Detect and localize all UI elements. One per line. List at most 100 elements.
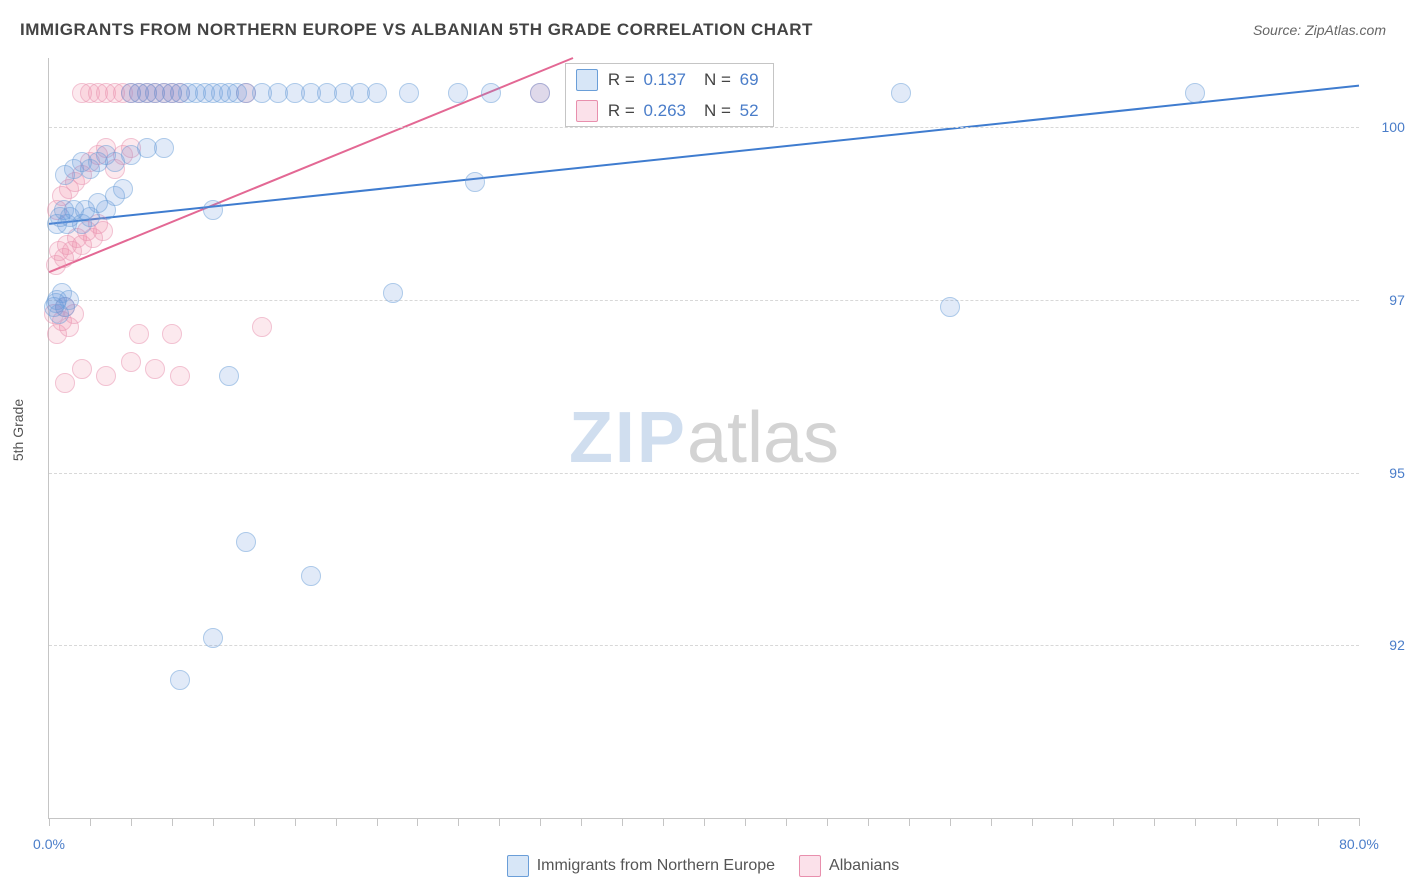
x-tick	[581, 818, 582, 826]
stat-swatch	[576, 69, 598, 91]
series-a-point	[481, 83, 501, 103]
x-tick	[786, 818, 787, 826]
series-b-point	[129, 324, 149, 344]
y-tick-label: 95.0%	[1369, 465, 1406, 481]
x-tick	[254, 818, 255, 826]
x-tick	[1236, 818, 1237, 826]
x-tick	[991, 818, 992, 826]
source-label: Source: ZipAtlas.com	[1253, 22, 1386, 38]
x-tick	[458, 818, 459, 826]
chart-header: IMMIGRANTS FROM NORTHERN EUROPE VS ALBAN…	[20, 20, 1386, 40]
series-b-point	[162, 324, 182, 344]
series-a-point	[1185, 83, 1205, 103]
series-a-point	[236, 532, 256, 552]
grid-line	[49, 645, 1359, 646]
grid-line	[49, 300, 1359, 301]
series-a-point	[465, 172, 485, 192]
series-b-point	[252, 317, 272, 337]
series-a-point	[301, 566, 321, 586]
y-tick-label: 100.0%	[1369, 119, 1406, 135]
watermark-atlas: atlas	[687, 398, 839, 478]
series-a-point	[891, 83, 911, 103]
stat-row: R = 0.137 N = 69	[566, 64, 773, 95]
x-tick	[131, 818, 132, 826]
x-tick	[704, 818, 705, 826]
x-tick	[1113, 818, 1114, 826]
stat-n-value: 52	[740, 97, 759, 124]
x-tick	[499, 818, 500, 826]
x-tick	[213, 818, 214, 826]
series-a-point	[203, 200, 223, 220]
x-tick	[663, 818, 664, 826]
legend-swatch	[799, 855, 821, 877]
x-tick	[1195, 818, 1196, 826]
grid-line	[49, 473, 1359, 474]
stat-r-label: R =	[608, 66, 640, 93]
x-tick	[622, 818, 623, 826]
legend-label: Immigrants from Northern Europe	[537, 857, 775, 875]
x-tick	[1318, 818, 1319, 826]
y-tick-label: 92.5%	[1369, 637, 1406, 653]
y-axis-label: 5th Grade	[10, 399, 26, 461]
x-tick	[295, 818, 296, 826]
series-a-point	[383, 283, 403, 303]
stat-r-value: 0.137	[643, 66, 686, 93]
x-tick	[90, 818, 91, 826]
stat-n-label: N =	[704, 97, 736, 124]
series-a-point	[203, 628, 223, 648]
x-tick	[1072, 818, 1073, 826]
series-b-point	[170, 366, 190, 386]
legend-label: Albanians	[829, 857, 899, 875]
stat-n-label: N =	[704, 66, 736, 93]
x-tick	[950, 818, 951, 826]
plot-area: ZIPatlas R = 0.137N = 69R = 0.263N = 52 …	[48, 58, 1359, 819]
series-b-point	[121, 352, 141, 372]
x-tick	[909, 818, 910, 826]
series-a-point	[170, 670, 190, 690]
x-tick-label: 80.0%	[1339, 836, 1379, 852]
x-tick	[1032, 818, 1033, 826]
chart-title: IMMIGRANTS FROM NORTHERN EUROPE VS ALBAN…	[20, 20, 813, 40]
grid-line	[49, 127, 1359, 128]
x-tick	[172, 818, 173, 826]
x-tick	[336, 818, 337, 826]
series-a-point	[940, 297, 960, 317]
watermark: ZIPatlas	[569, 397, 839, 479]
x-tick	[745, 818, 746, 826]
legend-swatch	[507, 855, 529, 877]
x-tick	[868, 818, 869, 826]
x-tick	[1359, 818, 1360, 826]
series-a-point	[113, 179, 133, 199]
stat-swatch	[576, 100, 598, 122]
series-a-point	[219, 366, 239, 386]
x-tick	[1277, 818, 1278, 826]
x-tick	[827, 818, 828, 826]
y-tick-label: 97.5%	[1369, 292, 1406, 308]
watermark-zip: ZIP	[569, 398, 687, 478]
x-tick	[540, 818, 541, 826]
series-a-point	[530, 83, 550, 103]
x-tick	[417, 818, 418, 826]
series-a-point	[154, 138, 174, 158]
stat-r-value: 0.263	[643, 97, 686, 124]
legend: Immigrants from Northern Europe Albanians	[0, 855, 1406, 882]
series-a-point	[59, 290, 79, 310]
stat-row: R = 0.263 N = 52	[566, 95, 773, 126]
x-tick	[377, 818, 378, 826]
stat-r-label: R =	[608, 97, 640, 124]
series-a-point	[367, 83, 387, 103]
trend-lines	[49, 58, 1359, 818]
series-b-point	[55, 373, 75, 393]
series-a-point	[399, 83, 419, 103]
x-tick-label: 0.0%	[33, 836, 65, 852]
series-b-point	[96, 366, 116, 386]
x-tick	[49, 818, 50, 826]
stat-n-value: 69	[740, 66, 759, 93]
legend-item: Albanians	[799, 855, 899, 877]
series-b-point	[72, 359, 92, 379]
series-a-point	[448, 83, 468, 103]
x-tick	[1154, 818, 1155, 826]
legend-item: Immigrants from Northern Europe	[507, 855, 775, 877]
stat-box: R = 0.137 N = 69 R = 0.263 N = 52	[565, 63, 774, 127]
series-b-point	[145, 359, 165, 379]
